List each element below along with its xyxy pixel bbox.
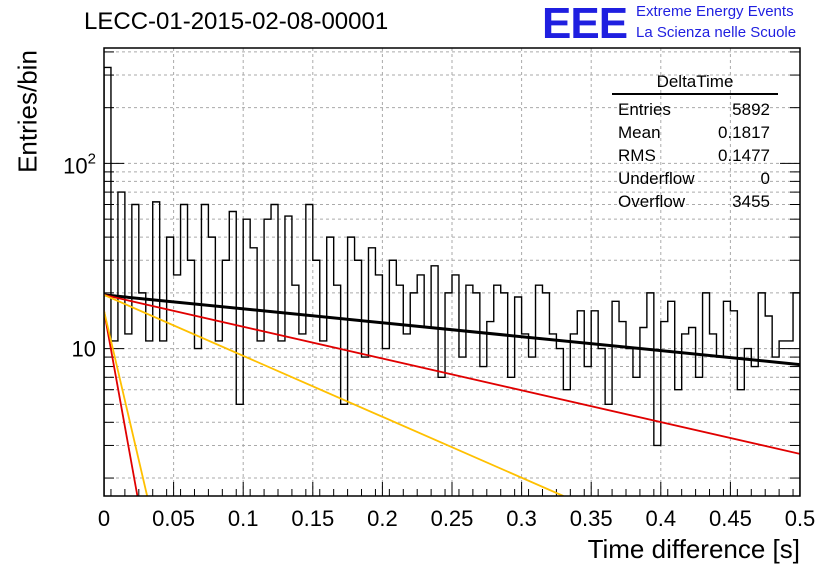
stats-label: RMS	[618, 146, 656, 165]
stats-value: 0.1817	[718, 123, 770, 142]
logo-line-1: Extreme Energy Events	[636, 3, 794, 20]
x-tick-label: 0.25	[431, 506, 474, 531]
x-tick-label: 0.5	[785, 506, 816, 531]
fit-curve	[104, 294, 800, 455]
x-tick-label: 0.45	[709, 506, 752, 531]
eee-logo: EEE	[542, 0, 628, 48]
stats-row-underflow: Underflow 0	[612, 167, 778, 190]
x-tick-label: 0.05	[152, 506, 195, 531]
x-tick-label: 0	[98, 506, 110, 531]
stats-value: 3455	[732, 192, 770, 211]
logo-line-2: La Scienza nelle Scuole	[636, 24, 797, 41]
y-tick-label: 102	[63, 150, 96, 178]
x-axis-label: Time difference [s]	[587, 534, 800, 564]
x-tick-label: 0.1	[228, 506, 259, 531]
x-tick-label: 0.35	[570, 506, 613, 531]
stats-value: 0.1477	[718, 146, 770, 165]
fit-curve	[104, 310, 149, 496]
stats-label: Overflow	[618, 192, 686, 211]
stats-label: Entries	[618, 100, 671, 119]
fit-curve	[104, 294, 564, 496]
fit-curve	[104, 310, 139, 496]
fit-curve	[104, 293, 800, 367]
plot-frame	[103, 47, 801, 497]
stats-value: 0	[760, 169, 770, 188]
x-tick-label: 0.2	[367, 506, 398, 531]
stats-label: Underflow	[618, 169, 695, 188]
stats-value: 5892	[732, 100, 770, 119]
x-tick-label: 0.15	[291, 506, 334, 531]
stats-label: Mean	[618, 123, 661, 142]
stats-row-rms: RMS 0.1477	[612, 144, 778, 167]
stats-row-entries: Entries 5892	[612, 98, 778, 121]
stats-title: DeltaTime	[612, 70, 778, 95]
chart-title: LECC-01-2015-02-08-00001	[84, 8, 389, 35]
x-tick-label: 0.4	[646, 506, 677, 531]
stats-row-mean: Mean 0.1817	[612, 121, 778, 144]
stats-row-overflow: Overflow 3455	[612, 190, 778, 213]
x-tick-label: 0.3	[506, 506, 537, 531]
y-tick-label: 10	[72, 337, 96, 362]
stats-box: DeltaTime Entries 5892 Mean 0.1817 RMS 0.14…	[612, 70, 778, 213]
